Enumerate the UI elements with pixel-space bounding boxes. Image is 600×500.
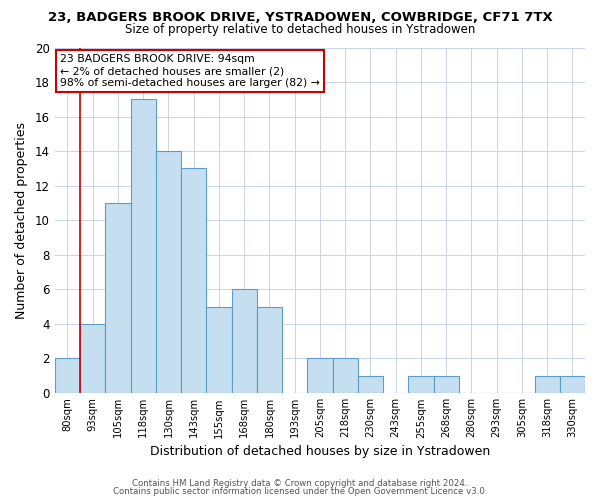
Bar	[358, 376, 383, 393]
Bar	[131, 100, 156, 393]
Bar	[206, 306, 232, 393]
Text: 23 BADGERS BROOK DRIVE: 94sqm
← 2% of detached houses are smaller (2)
98% of sem: 23 BADGERS BROOK DRIVE: 94sqm ← 2% of de…	[60, 54, 320, 88]
X-axis label: Distribution of detached houses by size in Ystradowen: Distribution of detached houses by size …	[150, 444, 490, 458]
Bar	[408, 376, 434, 393]
Text: Contains HM Land Registry data © Crown copyright and database right 2024.: Contains HM Land Registry data © Crown c…	[132, 478, 468, 488]
Bar	[560, 376, 585, 393]
Bar	[80, 324, 106, 393]
Bar	[106, 203, 131, 393]
Bar	[535, 376, 560, 393]
Bar	[55, 358, 80, 393]
Bar	[307, 358, 332, 393]
Text: 23, BADGERS BROOK DRIVE, YSTRADOWEN, COWBRIDGE, CF71 7TX: 23, BADGERS BROOK DRIVE, YSTRADOWEN, COW…	[47, 11, 553, 24]
Bar	[181, 168, 206, 393]
Bar	[156, 151, 181, 393]
Text: Size of property relative to detached houses in Ystradowen: Size of property relative to detached ho…	[125, 22, 475, 36]
Bar	[434, 376, 459, 393]
Bar	[232, 290, 257, 393]
Text: Contains public sector information licensed under the Open Government Licence v3: Contains public sector information licen…	[113, 487, 487, 496]
Y-axis label: Number of detached properties: Number of detached properties	[15, 122, 28, 319]
Bar	[257, 306, 282, 393]
Bar	[332, 358, 358, 393]
